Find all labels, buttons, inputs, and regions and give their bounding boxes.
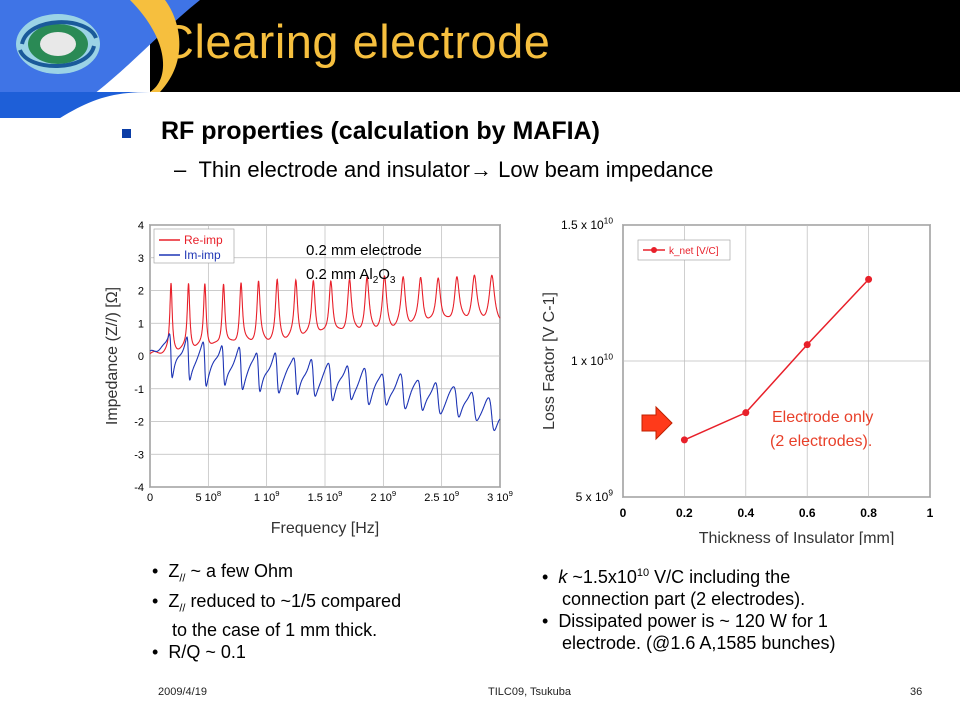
x-tick-label: 0.6 <box>799 506 816 520</box>
series-re-imp <box>149 274 501 355</box>
list-item-continuation: electrode. (@1.6 A,1585 bunches) <box>562 633 836 653</box>
y-axis-label: Loss Factor [V C-1] <box>541 292 558 430</box>
arrow-pointer-icon <box>641 405 673 441</box>
data-point <box>865 275 873 283</box>
y-tick-label: 1 <box>138 318 144 330</box>
x-tick-label: 1 109 <box>254 489 280 504</box>
sub-bullet: – Thin electrode and insulator→ Low beam… <box>174 157 714 182</box>
x-tick-label: 0.4 <box>737 506 754 520</box>
note-insulator: 0.2 mm Al2O3 <box>306 266 396 286</box>
y-axis-label: Impedance (Z//) [Ω] <box>104 287 121 425</box>
x-tick-label: 2 109 <box>370 489 396 504</box>
slide-title: Clearing electrode <box>160 15 551 68</box>
y-tick-label: 4 <box>138 220 144 232</box>
left-bullet-list: • Z// ~ a few Ohm • Z// reduced to ~1/5 … <box>152 560 401 663</box>
sub-bullet-tail: Low beam impedance <box>498 157 714 182</box>
legend-marker <box>651 247 657 253</box>
list-item: • Dissipated power is ~ 120 W for 1 <box>542 611 828 631</box>
x-axis-label: Frequency [Hz] <box>271 520 379 537</box>
list-item-continuation: to the case of 1 mm thick. <box>172 620 378 641</box>
kek-logo <box>16 14 100 74</box>
y-tick-label: 1 x 1010 <box>571 352 613 368</box>
note-electrode: 0.2 mm electrode <box>306 242 422 259</box>
y-tick-label: -2 <box>134 417 144 429</box>
x-tick-label: 2.5 109 <box>424 489 459 504</box>
series-im-imp <box>149 333 501 432</box>
x-axis-label: Thickness of Insulator [mm] <box>699 530 895 545</box>
y-tick-label: 2 <box>138 286 144 298</box>
x-tick-label: 1.5 109 <box>308 489 343 504</box>
x-tick-label: 0.2 <box>676 506 693 520</box>
legend-label-re: Re-imp <box>184 233 223 247</box>
chart-note: 0.2 mm electrode 0.2 mm Al2O3 <box>306 239 422 293</box>
y-tick-label: 3 <box>138 253 144 265</box>
right-bullet-list: • k ~1.5x1010 V/C including the connecti… <box>542 562 835 654</box>
sub-bullet-text: Thin electrode and insulator <box>198 157 470 182</box>
y-tick-label: -4 <box>134 482 144 494</box>
y-tick-label: -1 <box>134 384 144 396</box>
data-point <box>803 341 811 349</box>
legend-box <box>637 239 731 261</box>
list-item-continuation: connection part (2 electrodes). <box>562 589 806 609</box>
legend-label: k_net [V/C] <box>669 246 719 257</box>
x-tick-label: 0 <box>147 492 153 504</box>
electrode-only-note: Electrode only (2 electrodes). <box>770 409 874 450</box>
x-tick-label: 5 108 <box>195 489 221 504</box>
y-tick-label: 1.5 x 1010 <box>561 216 613 232</box>
arrow-icon: → <box>469 157 492 182</box>
footer-page: 36 <box>910 686 923 698</box>
data-point <box>742 409 750 417</box>
legend: k_net [V/C] <box>637 239 731 261</box>
x-tick-label: 0 <box>620 506 627 520</box>
impedance-chart: 0 5 108 1 109 1.5 109 2 109 2.5 109 3 109 -4 -3 -… <box>104 220 513 537</box>
bullet-square <box>122 129 131 138</box>
list-item: • Z// reduced to ~1/5 compared <box>152 590 402 615</box>
y-tick-label: 0 <box>138 351 144 363</box>
data-point <box>680 436 688 444</box>
series-k-net <box>684 278 870 441</box>
x-tick-label: 0.8 <box>860 506 877 520</box>
y-tick-label: 5 x 109 <box>576 488 614 504</box>
legend-box <box>153 228 235 264</box>
loss-factor-chart: 0 0.2 0.4 0.6 0.8 1 5 x 109 1 x 1010 1.5 x 1010 k… <box>541 216 934 545</box>
list-item: • R/Q ~ 0.1 <box>152 642 246 663</box>
x-tick-label: 3 109 <box>487 489 513 504</box>
legend-label-im: Im-imp <box>184 248 221 262</box>
list-item: • k ~1.5x1010 V/C including the <box>542 567 791 587</box>
main-bullet: RF properties (calculation by MAFIA) <box>161 117 600 145</box>
y-tick-label: -3 <box>134 449 144 461</box>
footer-date: 2009/4/19 <box>158 686 207 698</box>
footer-center: TILC09, Tsukuba <box>488 686 571 698</box>
x-tick-label: 1 <box>927 506 934 520</box>
list-item: • Z// ~ a few Ohm <box>152 561 293 585</box>
